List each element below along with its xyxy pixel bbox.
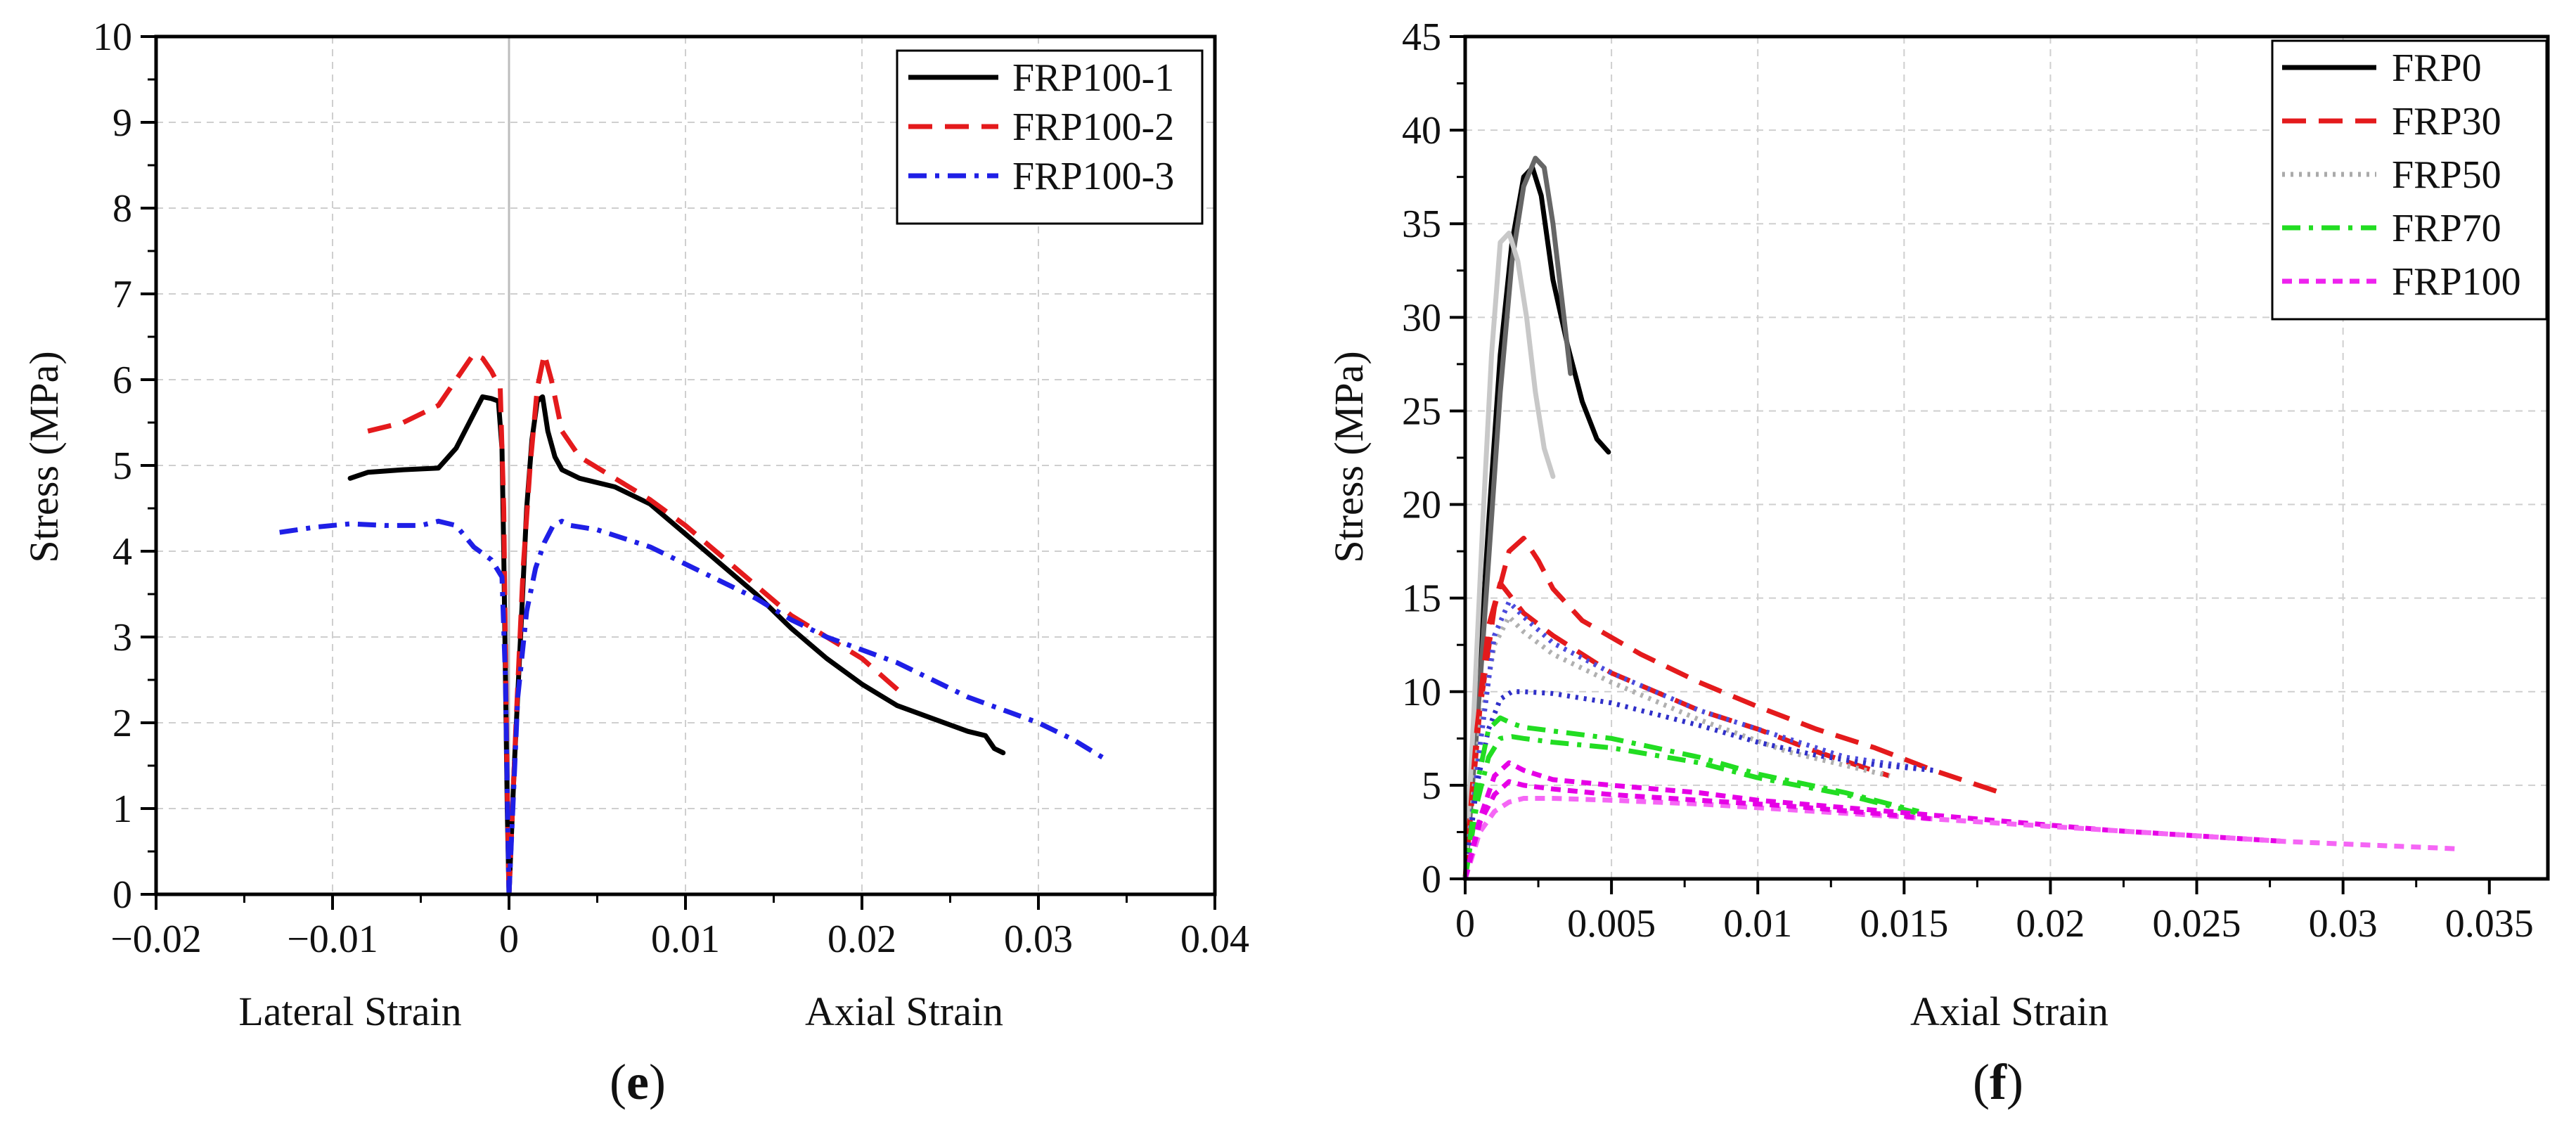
x-tick-label: 0.015 — [1860, 902, 1948, 946]
x-tick-label: 0.02 — [827, 918, 896, 961]
panel-e-tick-labels: −0.02 −0.01 0 0.01 0.02 0.03 0.04 0 1 2 3 4 5 6 7 8 9 10 — [93, 15, 1249, 961]
x-tick-label: 0 — [1455, 902, 1475, 946]
y-tick-label: 10 — [1402, 671, 1441, 714]
series-frp0-line-2 — [1462, 155, 1573, 882]
x-tick-label: 0.025 — [2153, 902, 2241, 946]
y-tick-label: 4 — [112, 530, 132, 574]
legend-label-frp100: FRP100 — [2392, 260, 2521, 304]
y-tick-label: 25 — [1402, 390, 1441, 433]
legend-label-frp100-3: FRP100-3 — [1012, 155, 1174, 198]
series-frp30-line-1 — [1462, 536, 2008, 880]
legend-label-frp70: FRP70 — [2392, 207, 2501, 250]
series-frp100-3-axial-line — [506, 518, 1111, 895]
y-tick-label: 5 — [112, 444, 132, 488]
panel-f-label: (f) — [1973, 1054, 2023, 1110]
y-tick-label: 30 — [1402, 296, 1441, 340]
panel-e-letter: e — [626, 1054, 649, 1110]
x-tick-label: 0.03 — [1004, 918, 1073, 961]
y-tick-label: 6 — [112, 359, 132, 402]
y-tick-label: 0 — [112, 873, 132, 917]
x-tick-label: 0.03 — [2309, 902, 2378, 946]
x-tick-label: 0.04 — [1180, 918, 1249, 961]
y-tick-label: 35 — [1402, 202, 1441, 246]
panel-f-tick-labels: 0 0.005 0.01 0.015 0.02 0.025 0.03 0.035 0 5 10 15 2… — [1402, 15, 2534, 946]
x-tick-label: 0.01 — [1723, 902, 1792, 946]
series-frp70-line-2 — [1462, 734, 1919, 880]
y-tick-label: 10 — [93, 15, 132, 59]
panel-e-series — [279, 351, 1111, 897]
series-frp100-3-lateral-line — [279, 518, 512, 895]
y-tick-label: 1 — [112, 787, 132, 831]
x-tick-label: 0.035 — [2445, 902, 2534, 946]
series-frp100-1-axial-line — [506, 394, 1006, 897]
y-tick-label: 3 — [112, 616, 132, 659]
y-tick-label: 2 — [112, 702, 132, 745]
y-tick-label: 0 — [1422, 858, 1441, 901]
panel-e-chart: −0.02 −0.01 0 0.01 0.02 0.03 0.04012345678910 … — [21, 15, 1249, 1110]
panel-f-x-axis-title: Axial Strain — [1910, 989, 2108, 1034]
legend-label-frp100-1: FRP100-1 — [1012, 56, 1174, 100]
panel-e-axes — [141, 34, 1217, 910]
legend-label-frp100-2: FRP100-2 — [1012, 105, 1174, 149]
series-frp70-line-1 — [1462, 715, 1919, 880]
panel-e-y-axis-title: Stress (MPa) — [21, 351, 67, 562]
panel-f-legend: FRP0 FRP30 FRP50 FRP70 FRP100 — [2271, 39, 2548, 321]
y-tick-label: 7 — [112, 273, 132, 316]
series-frp100-2-lateral-line — [367, 351, 512, 895]
legend-label-frp30: FRP30 — [2392, 100, 2501, 143]
series-frp100-line-3 — [1462, 779, 1934, 880]
x-tick-label: −0.01 — [287, 918, 378, 961]
y-tick-label: 15 — [1402, 577, 1441, 621]
panel-f-legend-box — [2271, 39, 2548, 321]
series-frp50-line-3 — [1462, 689, 1934, 880]
series-frp100-1-lateral-line — [347, 394, 512, 897]
panel-e-x-label-axial: Axial Strain — [805, 989, 1003, 1034]
panel-f-series — [1462, 155, 2461, 882]
x-tick-label: 0.02 — [2016, 902, 2085, 946]
series-frp100-2-axial-line — [506, 351, 908, 895]
series-frp100-line-1 — [1462, 760, 2285, 880]
series-frp0-line-3 — [1462, 231, 1556, 882]
series-frp100-line-2 — [1462, 796, 2461, 880]
panel-e-label: (e) — [610, 1054, 666, 1110]
y-tick-label: 40 — [1402, 109, 1441, 153]
x-tick-label: 0 — [499, 918, 519, 961]
y-tick-label: 5 — [1422, 764, 1441, 808]
panel-e-x-label-lateral: Lateral Strain — [238, 989, 461, 1034]
panel-e-legend: FRP100-1 FRP100-2 FRP100-3 — [896, 49, 1204, 225]
y-tick-label: 8 — [112, 187, 132, 231]
panel-f-letter: f — [1990, 1054, 2007, 1110]
legend-label-frp0: FRP0 — [2392, 46, 2482, 90]
series-frp30-line-2 — [1462, 580, 1891, 880]
y-tick-label: 20 — [1402, 484, 1441, 527]
series-frp50-line-1 — [1462, 614, 1891, 880]
x-tick-label: 0.005 — [1567, 902, 1656, 946]
panel-f-axes — [1450, 34, 2550, 894]
y-tick-label: 45 — [1402, 15, 1441, 59]
panel-f-y-axis-title: Stress (MPa) — [1326, 351, 1372, 562]
x-tick-label: 0.01 — [651, 918, 720, 961]
y-tick-label: 9 — [112, 101, 132, 145]
panel-f-chart: 0 0.005 0.01 0.015 0.02 0.025 0.03 0.035 0 5 10 15 2… — [1326, 15, 2550, 1110]
x-tick-label: −0.02 — [110, 918, 202, 961]
legend-label-frp50: FRP50 — [2392, 153, 2501, 197]
